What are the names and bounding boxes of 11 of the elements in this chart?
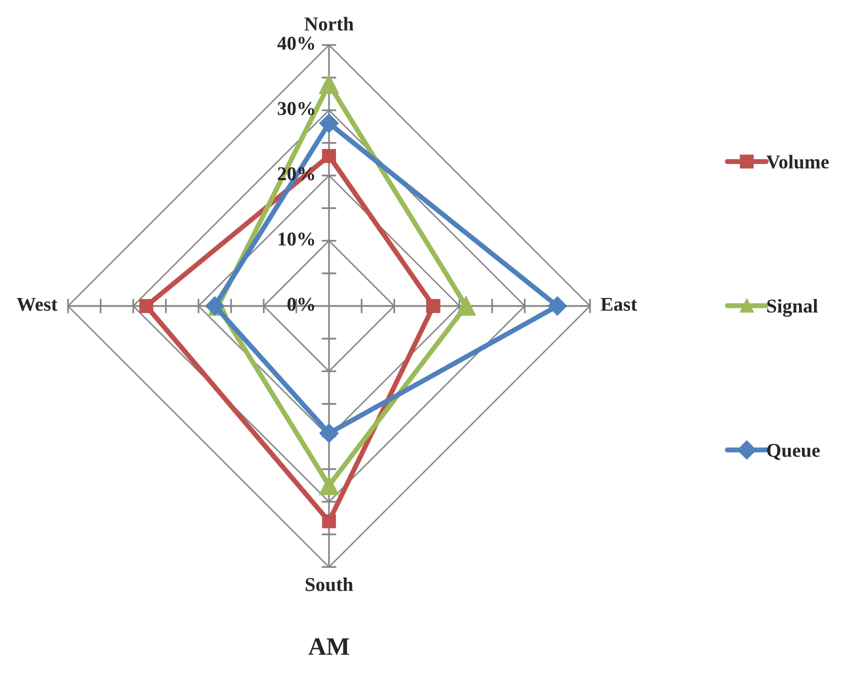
spoke-label: East	[600, 298, 638, 311]
text: AM	[308, 638, 350, 655]
y-tick-label: 10%	[278, 232, 314, 246]
legend-label: Queue	[767, 444, 820, 460]
y-tick-label: 40%	[277, 36, 314, 50]
legend-label: Signal	[767, 298, 818, 317]
spoke-label: South	[306, 577, 354, 592]
spoke-label: North	[304, 16, 354, 31]
spoke-label: West	[16, 298, 58, 311]
y-tick-label: 30%	[278, 102, 314, 116]
legend-label: Volume	[766, 154, 829, 169]
